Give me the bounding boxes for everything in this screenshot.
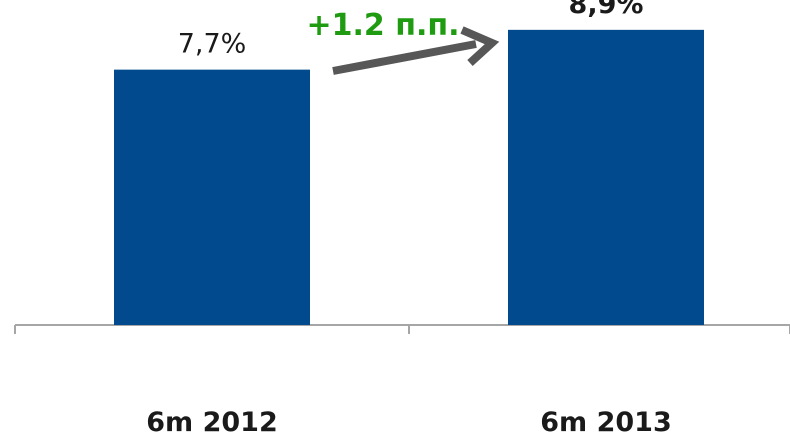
change-arrow-head — [460, 26, 500, 66]
category-labels: 6m 2012 6m 2013 — [146, 407, 671, 432]
value-label-1: 7,7% — [178, 29, 247, 60]
value-labels: 7,7% 8,9% — [178, 0, 644, 60]
bar-1 — [114, 69, 310, 326]
category-label-2: 6m 2013 — [540, 407, 671, 432]
value-label-2: 8,9% — [569, 0, 644, 20]
x-axis — [14, 324, 790, 334]
bars — [114, 29, 704, 326]
change-label: +1.2 п.п. — [307, 8, 460, 43]
bar-2 — [508, 29, 704, 326]
change-annotation: +1.2 п.п. — [307, 8, 500, 75]
change-arrow — [332, 40, 477, 75]
category-label-1: 6m 2012 — [146, 407, 277, 432]
